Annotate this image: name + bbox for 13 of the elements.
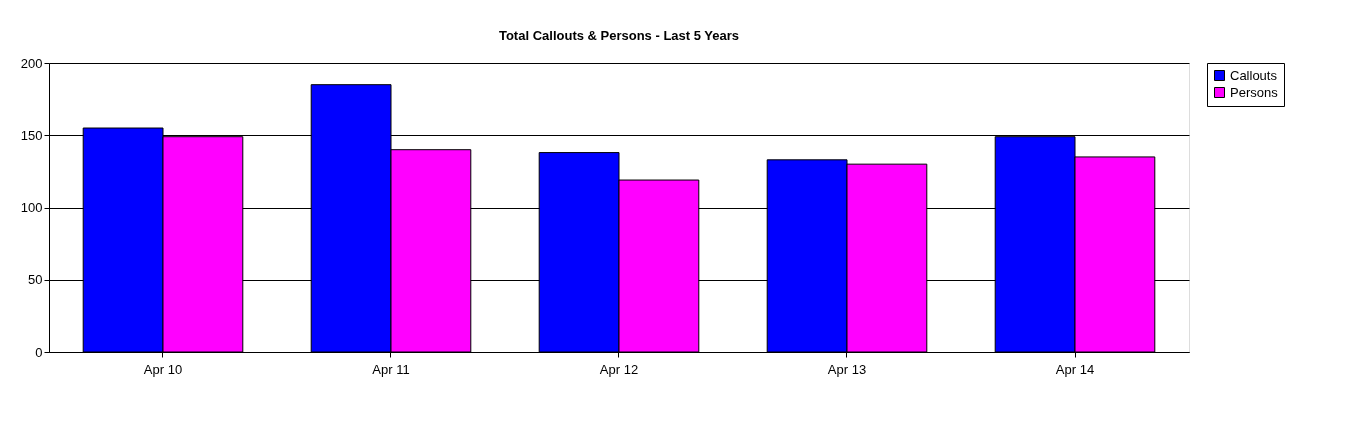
y-tick-label: 50 — [28, 272, 43, 288]
chart-title: Total Callouts & Persons - Last 5 Years — [498, 28, 740, 43]
y-tick-label: 0 — [35, 344, 43, 360]
y-tick-label: 150 — [20, 127, 43, 143]
x-tick-label: Apr 12 — [599, 361, 639, 377]
x-tick-label: Apr 11 — [372, 361, 410, 377]
legend-label: Callouts — [1230, 67, 1278, 83]
y-tick-label: 100 — [20, 200, 43, 215]
x-tick-label: Apr 14 — [1055, 361, 1095, 377]
legend-label: Persons — [1230, 84, 1279, 100]
x-tick-label: Apr 10 — [143, 361, 183, 377]
y-tick-label: 200 — [20, 55, 43, 71]
x-tick-label: Apr 13 — [827, 361, 867, 377]
